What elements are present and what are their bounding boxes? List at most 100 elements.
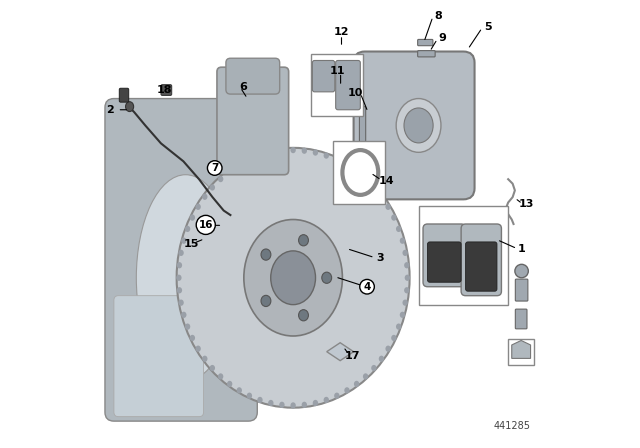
Bar xyxy=(508,339,534,365)
Ellipse shape xyxy=(189,335,195,341)
Text: 8: 8 xyxy=(434,11,442,21)
Ellipse shape xyxy=(396,323,401,330)
Ellipse shape xyxy=(136,175,235,381)
Ellipse shape xyxy=(403,250,408,256)
Ellipse shape xyxy=(404,275,410,281)
Ellipse shape xyxy=(363,373,368,379)
Ellipse shape xyxy=(195,345,201,352)
Ellipse shape xyxy=(322,272,332,284)
FancyBboxPatch shape xyxy=(466,242,497,291)
Bar xyxy=(311,54,362,116)
Ellipse shape xyxy=(324,397,329,403)
Ellipse shape xyxy=(125,102,134,112)
Ellipse shape xyxy=(257,152,262,159)
Ellipse shape xyxy=(268,149,273,155)
Text: 10: 10 xyxy=(348,88,364,98)
FancyBboxPatch shape xyxy=(226,58,280,94)
Ellipse shape xyxy=(181,312,186,318)
Ellipse shape xyxy=(218,176,223,182)
Ellipse shape xyxy=(334,392,340,399)
FancyBboxPatch shape xyxy=(312,60,335,92)
Ellipse shape xyxy=(261,249,271,260)
Ellipse shape xyxy=(202,194,207,200)
Ellipse shape xyxy=(181,237,186,244)
Text: 2: 2 xyxy=(106,105,114,115)
Ellipse shape xyxy=(396,226,401,232)
FancyBboxPatch shape xyxy=(423,224,466,287)
FancyBboxPatch shape xyxy=(119,88,129,102)
Ellipse shape xyxy=(279,147,285,154)
FancyBboxPatch shape xyxy=(418,51,435,57)
Text: 11: 11 xyxy=(330,66,346,76)
Ellipse shape xyxy=(301,402,307,408)
Ellipse shape xyxy=(177,287,182,293)
Ellipse shape xyxy=(246,392,252,399)
FancyBboxPatch shape xyxy=(114,296,204,417)
Ellipse shape xyxy=(299,235,308,246)
Ellipse shape xyxy=(354,381,359,387)
Ellipse shape xyxy=(268,400,273,406)
FancyBboxPatch shape xyxy=(418,39,433,46)
Text: 16: 16 xyxy=(198,220,213,230)
FancyBboxPatch shape xyxy=(515,309,527,329)
Ellipse shape xyxy=(379,356,384,362)
Text: 4: 4 xyxy=(364,282,371,292)
Text: 15: 15 xyxy=(183,239,198,249)
FancyBboxPatch shape xyxy=(105,99,257,421)
Ellipse shape xyxy=(334,157,340,163)
Ellipse shape xyxy=(237,387,242,393)
Ellipse shape xyxy=(379,194,384,200)
Ellipse shape xyxy=(271,251,316,305)
Ellipse shape xyxy=(385,204,391,210)
Ellipse shape xyxy=(391,215,397,221)
Ellipse shape xyxy=(400,312,405,318)
Ellipse shape xyxy=(371,184,376,190)
FancyBboxPatch shape xyxy=(515,279,528,301)
Ellipse shape xyxy=(354,168,359,175)
Ellipse shape xyxy=(246,157,252,163)
Text: 18: 18 xyxy=(156,86,172,95)
Polygon shape xyxy=(327,343,353,361)
Ellipse shape xyxy=(396,99,441,152)
Ellipse shape xyxy=(301,147,307,154)
Bar xyxy=(333,141,385,204)
FancyBboxPatch shape xyxy=(336,60,360,110)
Text: 3: 3 xyxy=(377,254,384,263)
Text: 9: 9 xyxy=(438,33,446,43)
Ellipse shape xyxy=(403,300,408,306)
Ellipse shape xyxy=(324,152,329,159)
Bar xyxy=(419,206,508,305)
Ellipse shape xyxy=(179,300,184,306)
Ellipse shape xyxy=(299,310,308,321)
Ellipse shape xyxy=(344,162,349,168)
Ellipse shape xyxy=(363,176,368,182)
Ellipse shape xyxy=(210,365,215,371)
Ellipse shape xyxy=(404,287,410,293)
Ellipse shape xyxy=(291,402,296,409)
Text: 1: 1 xyxy=(518,244,525,254)
FancyBboxPatch shape xyxy=(360,107,365,144)
Ellipse shape xyxy=(244,220,342,336)
Text: 5: 5 xyxy=(484,22,492,32)
Ellipse shape xyxy=(391,335,397,341)
Ellipse shape xyxy=(291,147,296,153)
Ellipse shape xyxy=(227,168,232,175)
Ellipse shape xyxy=(371,365,376,371)
Polygon shape xyxy=(512,340,531,358)
Ellipse shape xyxy=(257,397,262,403)
Ellipse shape xyxy=(202,356,207,362)
Text: 13: 13 xyxy=(518,199,534,209)
FancyBboxPatch shape xyxy=(161,85,172,95)
FancyBboxPatch shape xyxy=(353,52,475,199)
Text: 7: 7 xyxy=(211,163,218,173)
Text: 6: 6 xyxy=(239,82,247,92)
Ellipse shape xyxy=(313,149,318,155)
Ellipse shape xyxy=(279,402,285,408)
Ellipse shape xyxy=(195,204,201,210)
Ellipse shape xyxy=(189,215,195,221)
Ellipse shape xyxy=(404,108,433,143)
Ellipse shape xyxy=(515,264,529,278)
Ellipse shape xyxy=(210,184,215,190)
Text: 441285: 441285 xyxy=(493,421,531,431)
Text: 12: 12 xyxy=(333,27,349,37)
